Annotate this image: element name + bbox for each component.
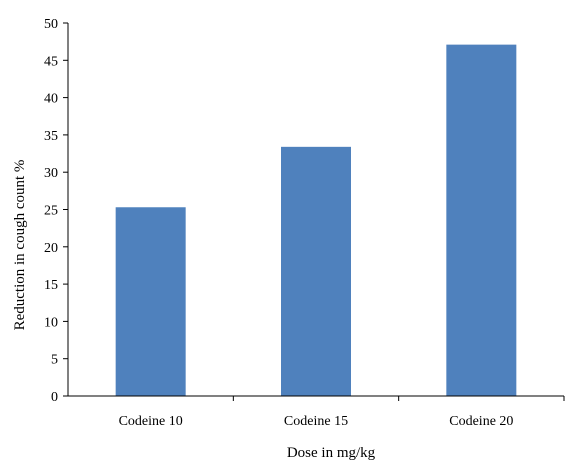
y-tick-label: 15: [44, 278, 58, 293]
bar-codeine-10: [115, 207, 186, 396]
bar-codeine-15: [281, 146, 351, 396]
y-tick-label: 45: [44, 54, 58, 69]
y-tick-label: 35: [44, 129, 58, 144]
y-tick-label: 30: [44, 166, 58, 181]
x-tick-label: Codeine 15: [284, 414, 348, 429]
y-tick-label: 10: [44, 315, 58, 330]
bar-codeine-20: [446, 44, 517, 396]
x-tick-label: Codeine 10: [119, 414, 183, 429]
x-axis-ticks: Codeine 10 Codeine 15 Codeine 20: [119, 396, 565, 429]
y-axis-title: Reduction in cough count %: [12, 160, 28, 331]
y-tick-label: 20: [44, 241, 58, 256]
x-axis-title: Dose in mg/kg: [287, 445, 376, 461]
y-tick-label: 50: [44, 17, 58, 32]
y-axis-ticks: 0 5 10 15 20 25 30 35 40 45 50: [44, 17, 68, 405]
x-tick-label: Codeine 20: [449, 414, 513, 429]
bars: [115, 44, 517, 396]
y-tick-label: 40: [44, 92, 58, 107]
y-tick-label: 5: [51, 353, 58, 368]
y-tick-label: 0: [51, 390, 58, 405]
y-tick-label: 25: [44, 204, 58, 219]
